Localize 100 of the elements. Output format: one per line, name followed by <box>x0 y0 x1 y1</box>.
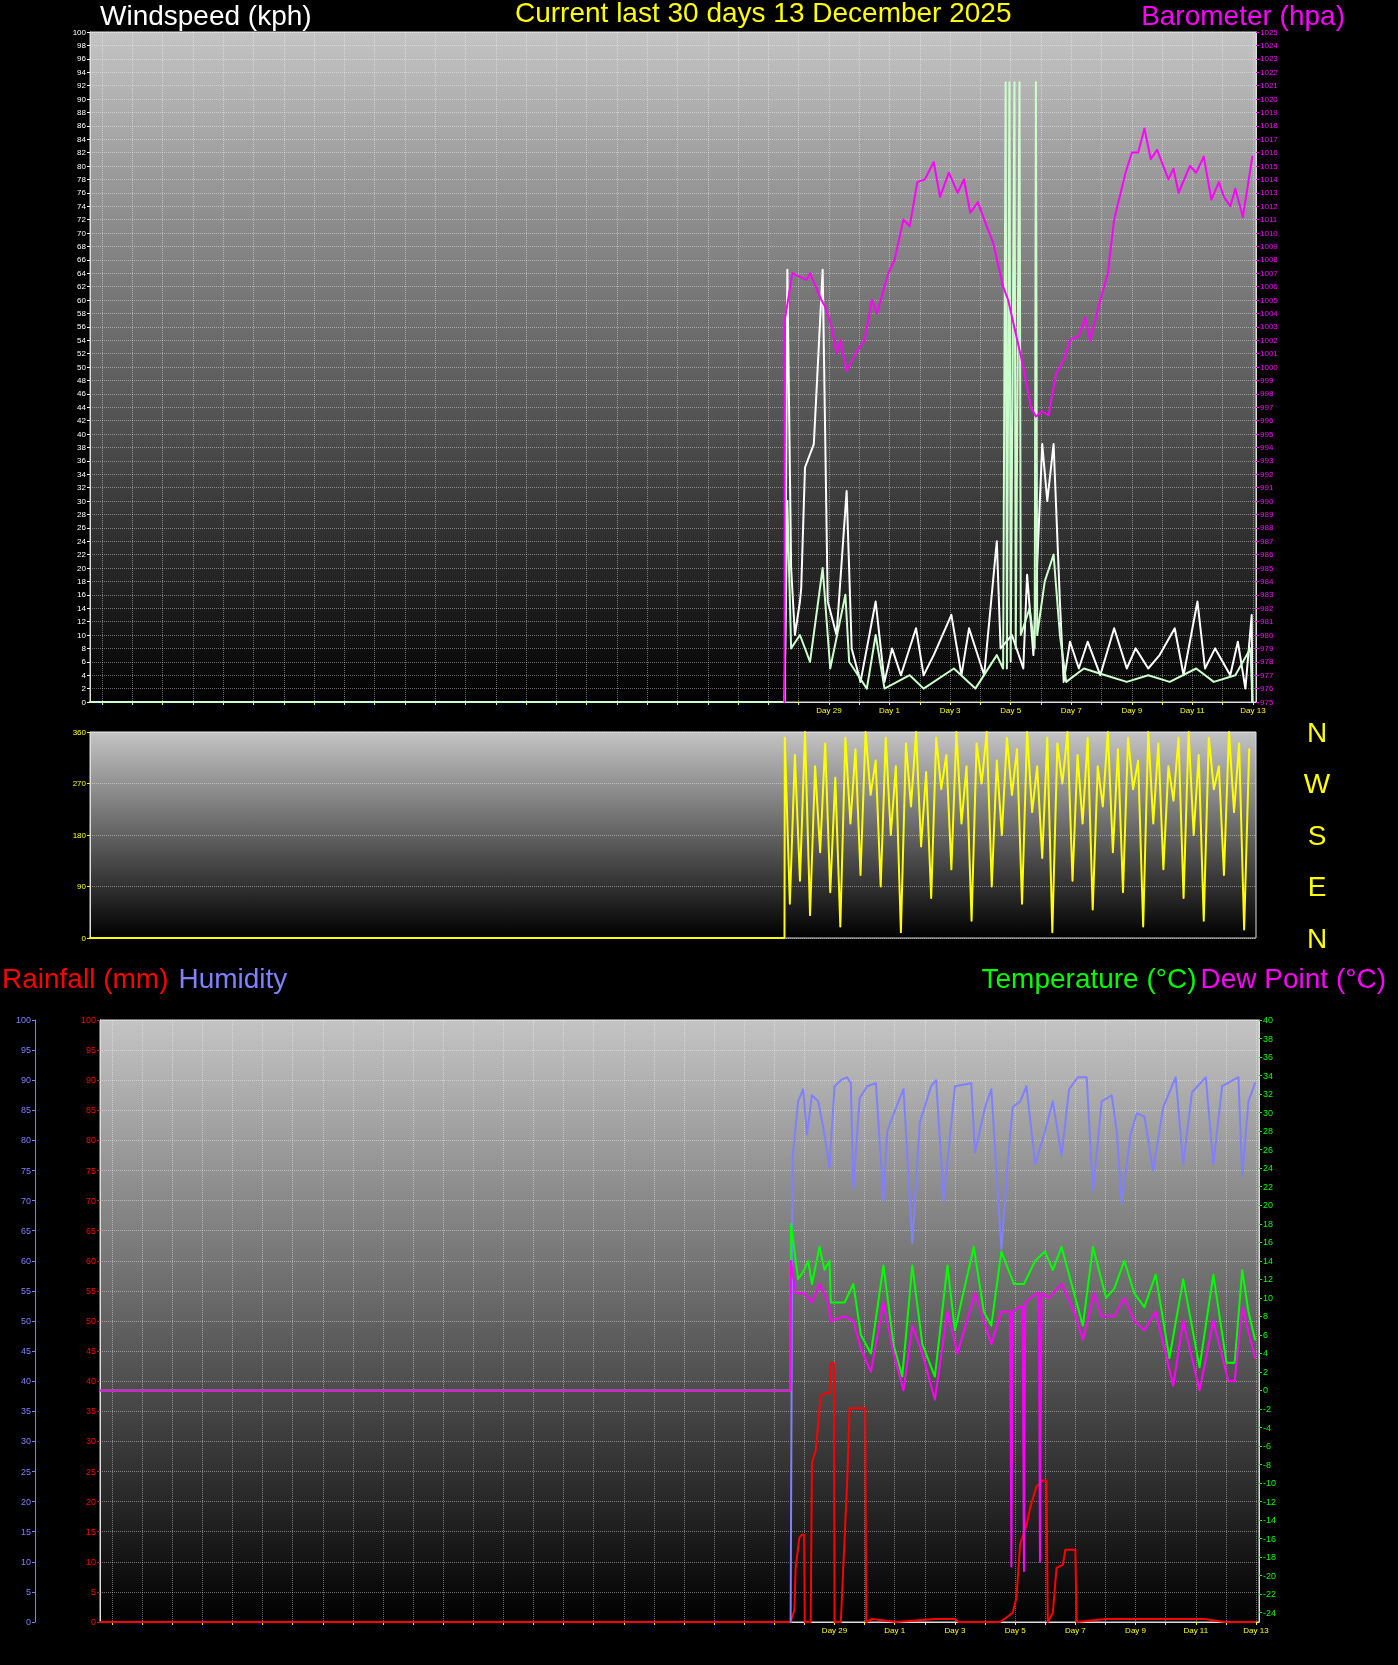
y2-tick-label: 1019 <box>1260 107 1279 117</box>
y2-tick-label: 1011 <box>1260 215 1278 225</box>
line-series <box>783 127 1254 703</box>
y2-tick-label: 1012 <box>1260 201 1279 211</box>
y-tick-label: 270 <box>72 779 87 788</box>
y-tick-label: 80 <box>77 161 87 171</box>
y2-tick-label: 980 <box>1260 630 1274 640</box>
y-tick-label: 54 <box>77 335 87 345</box>
y2-tick-label: 992 <box>1260 469 1274 479</box>
y2-tick-label: 1004 <box>1260 308 1279 318</box>
y3-tick-label: -4 <box>1263 1422 1272 1433</box>
y3-tick-label: 10 <box>1263 1292 1274 1303</box>
text: Temperature (°C) <box>981 962 1197 994</box>
text: N <box>1306 922 1328 954</box>
y-tick-label: 76 <box>77 188 87 198</box>
y2-tick-label: 996 <box>1260 416 1274 426</box>
y2-tick-label: 1020 <box>1260 94 1279 104</box>
x-tick-label: Day 1 <box>884 1625 906 1635</box>
y2-tick-label: 975 <box>1260 697 1274 707</box>
y-tick-label: 0 <box>25 1617 31 1627</box>
y-tick-label: 24 <box>77 536 87 546</box>
y2-tick-label: 999 <box>1260 375 1274 385</box>
y-tick-label: 68 <box>77 241 87 251</box>
y-tick-label: 18 <box>77 576 87 586</box>
y-tick-label: 70 <box>77 228 87 238</box>
y-tick-label: 60 <box>20 1255 31 1266</box>
y-tick-label: 35 <box>20 1406 31 1417</box>
x-tick-label: Day 7 <box>1060 705 1083 715</box>
y-tick-label: 62 <box>77 282 87 292</box>
y3-tick-label: -2 <box>1263 1403 1272 1414</box>
y2-tick-label: 1009 <box>1260 241 1279 251</box>
y2-tick-label: 1008 <box>1260 255 1279 265</box>
y-tick-label: 48 <box>77 375 87 385</box>
y-tick-label: 85 <box>20 1105 31 1116</box>
y-tick-label: 60 <box>77 295 87 305</box>
y2-tick-label: 1002 <box>1260 335 1279 345</box>
y-tick-label: 70 <box>20 1195 31 1206</box>
x-tick-label: Day 5 <box>1004 1625 1027 1635</box>
y-tick-label: 65 <box>20 1225 31 1236</box>
y2-tick-label: 989 <box>1260 509 1274 519</box>
x-tick-label: Day 11 <box>1183 1625 1209 1635</box>
y-tick-label: 30 <box>20 1436 31 1447</box>
y-tick-label: 15 <box>20 1526 31 1537</box>
y2-tick-label: 1001 <box>1260 349 1279 359</box>
y2-tick-label: 990 <box>1260 496 1274 506</box>
y-tick-label: 74 <box>77 201 87 211</box>
y3-tick-label: -6 <box>1263 1441 1272 1452</box>
line-series <box>789 1076 1257 1623</box>
y2-tick-label: 991 <box>1260 483 1274 493</box>
y-tick-label: 6 <box>81 657 87 667</box>
y-tick-label: 5 <box>25 1586 31 1597</box>
y-tick-label: 10 <box>77 630 87 640</box>
y-tick-label: 98 <box>77 40 87 50</box>
y2-tick-label: 1014 <box>1260 174 1279 184</box>
y-tick-label: 80 <box>20 1135 31 1146</box>
y-tick-label: 55 <box>20 1285 31 1296</box>
y-tick-label: 25 <box>20 1466 31 1477</box>
y-tick-label: 36 <box>77 456 87 466</box>
y3-tick-label: 12 <box>1263 1274 1274 1285</box>
y-tick-label: 40 <box>77 429 87 439</box>
y3-tick-label: 32 <box>1263 1089 1274 1100</box>
x-tick-label: Day 11 <box>1180 705 1206 715</box>
text: E <box>1307 871 1327 902</box>
y3-tick-label: -14 <box>1263 1515 1277 1526</box>
y-tick-label: 180 <box>72 830 87 840</box>
y2-tick-label: 0 <box>90 1617 96 1627</box>
y3-tick-label: 40 <box>1263 1015 1274 1025</box>
y2-tick-label: 986 <box>1260 550 1274 560</box>
y-tick-label: 0 <box>81 933 87 943</box>
y2-tick-label: 1022 <box>1260 67 1279 77</box>
y3-tick-label: 16 <box>1263 1237 1274 1248</box>
y-tick-label: 78 <box>77 174 87 184</box>
x-tick-label: Day 1 <box>879 705 901 715</box>
y3-tick-label: -16 <box>1263 1533 1277 1544</box>
y3-tick-label: 18 <box>1263 1218 1274 1229</box>
y2-tick-label: 1018 <box>1260 121 1279 131</box>
y3-tick-label: -12 <box>1263 1496 1277 1507</box>
y3-tick-label: 8 <box>1263 1311 1269 1322</box>
y-tick-label: 50 <box>77 362 87 372</box>
y2-tick-label: 1000 <box>1260 362 1279 372</box>
y2-tick-label: 994 <box>1260 442 1274 452</box>
y2-tick-label: 984 <box>1260 576 1274 586</box>
y2-tick-label: 981 <box>1260 617 1274 627</box>
y-tick-label: 28 <box>77 509 87 519</box>
y2-tick-label: 1023 <box>1260 54 1279 64</box>
y2-tick-label: 977 <box>1260 670 1274 680</box>
y3-tick-label: 6 <box>1263 1329 1269 1340</box>
y2-tick-label: 5 <box>90 1586 96 1597</box>
y-tick-label: 14 <box>77 603 87 613</box>
y-tick-label: 72 <box>77 215 87 225</box>
y-tick-label: 100 <box>15 1015 31 1025</box>
y-tick-label: 94 <box>77 67 87 77</box>
y-tick-label: 42 <box>77 416 87 426</box>
y3-tick-label: -18 <box>1263 1552 1277 1563</box>
y-tick-label: 26 <box>77 523 87 533</box>
y-tick-label: 58 <box>77 308 87 318</box>
y3-tick-label: 34 <box>1263 1070 1274 1081</box>
y2-tick-label: 978 <box>1260 657 1274 667</box>
y2-tick-label: 982 <box>1260 603 1274 613</box>
y2-tick-label: 1006 <box>1260 282 1279 292</box>
